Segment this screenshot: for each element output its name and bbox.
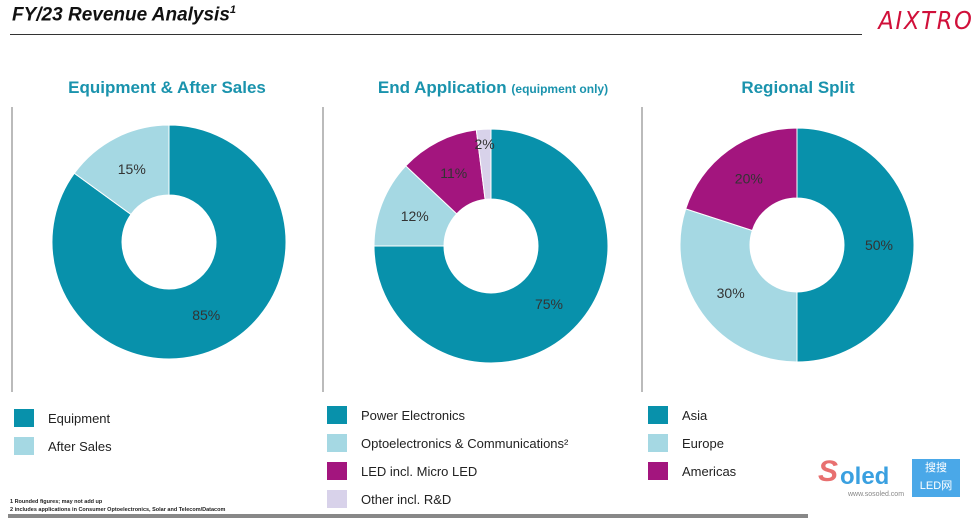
legend-label: Asia [682, 407, 708, 423]
legend-3: Asia Europe Americas [648, 405, 736, 489]
chart-title-2-text: End Application [377, 78, 507, 97]
legend-swatch [648, 406, 668, 424]
legend-item: Optoelectronics & Communications² [327, 433, 568, 453]
donut-slice-europe [679, 208, 798, 363]
legend-2: Power Electronics Optoelectronics & Commu… [327, 405, 568, 517]
donut-slice-power-electronics [373, 128, 609, 364]
donut-slice-americas [685, 127, 798, 232]
donut-slice-equipment [51, 124, 287, 360]
data-label: 11% [440, 165, 467, 181]
title-footnote-mark: 1 [229, 4, 237, 16]
legend-swatch [327, 462, 347, 480]
legend-item: Europe [648, 433, 736, 453]
data-label: 50% [865, 237, 893, 253]
footer-bar [8, 514, 808, 518]
legend-label: Equipment [48, 410, 111, 426]
legend-item: LED incl. Micro LED [327, 461, 568, 481]
legend-swatch [327, 434, 347, 452]
legend-item: Equipment [14, 408, 112, 428]
page-title: FY/23 Revenue Analysis1 [12, 4, 236, 26]
legend-item: Power Electronics [327, 405, 568, 425]
legend-label: Power Electronics [361, 407, 466, 423]
divider [322, 107, 324, 392]
legend-swatch [327, 406, 347, 424]
chart-title-3: Regional Split [741, 78, 855, 97]
data-label: 75% [535, 296, 563, 312]
footnote-2: 2 includes applications in Consumer Opto… [10, 507, 226, 513]
donut-slice-asia [796, 127, 915, 363]
data-label: 2% [474, 136, 494, 152]
legend-label: Optoelectronics & Communications² [361, 435, 569, 451]
divider [641, 107, 643, 392]
aixtron-logo: AIXTRON [878, 6, 973, 35]
chart-title-2: End Application (equipment only) [333, 78, 653, 98]
legend-label: Europe [682, 435, 724, 451]
legend-swatch [14, 437, 34, 455]
legend-label: Other incl. R&D [361, 491, 452, 507]
data-label: 20% [735, 171, 763, 187]
legend-item: Americas [648, 461, 736, 481]
footnote-1: 1 Rounded figures; may not add up [10, 499, 103, 505]
legend-swatch [14, 409, 34, 427]
title-divider [10, 34, 862, 35]
data-label: 15% [118, 161, 146, 177]
legend-label: Americas [682, 463, 737, 479]
legend-1: Equipment After Sales [14, 408, 112, 464]
legend-item: After Sales [14, 436, 112, 456]
donut-slice-after-sales [73, 124, 170, 216]
data-label: 85% [192, 307, 220, 323]
legend-swatch [648, 462, 668, 480]
donut-slice-other-incl-r-d [475, 128, 492, 200]
legend-swatch [648, 434, 668, 452]
sosoled-watermark: S oled 搜搜 LED网 www.sosoled.com [818, 455, 963, 503]
data-label: 30% [717, 285, 745, 301]
chart-subtitle-2: (equipment only) [511, 82, 609, 96]
legend-item: Asia [648, 405, 736, 425]
chart-title-1: Equipment & After Sales [68, 78, 266, 97]
legend-item: Other incl. R&D [327, 489, 568, 509]
data-label: 12% [401, 208, 429, 224]
legend-label: After Sales [48, 438, 112, 454]
legend-swatch [327, 490, 347, 508]
title-text: FY/23 Revenue Analysis [12, 4, 230, 26]
divider [11, 107, 13, 392]
legend-label: LED incl. Micro LED [361, 463, 478, 479]
